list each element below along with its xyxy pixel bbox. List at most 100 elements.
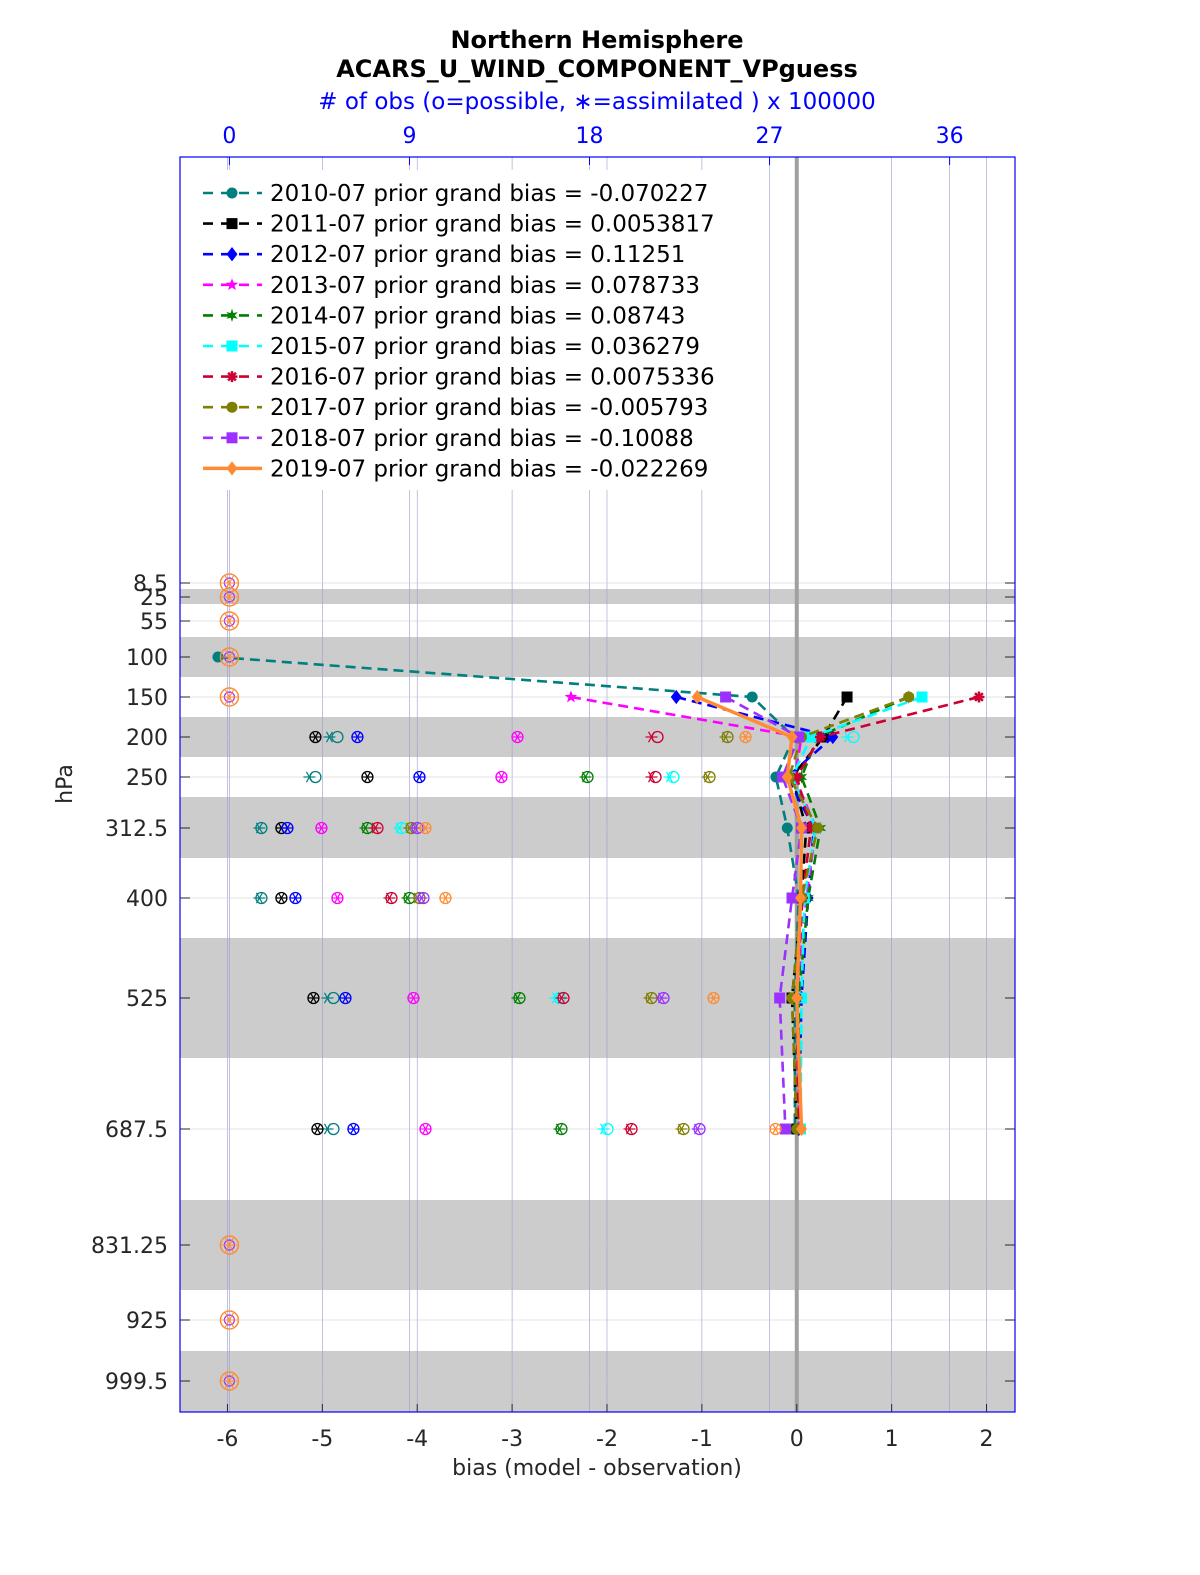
data-point (795, 890, 807, 906)
obs-assimilated-marker (655, 992, 668, 1004)
obs-assimilated-marker (663, 771, 676, 783)
legend-entry: 2016-07 prior grand bias = 0.0075336 (203, 365, 715, 391)
data-point (805, 731, 817, 743)
obs-assimilated-marker (719, 731, 732, 743)
obs-star-stroke (441, 892, 449, 904)
zero-obs-star (224, 1373, 234, 1389)
obs-star-stroke (665, 771, 674, 783)
obs-assimilated-marker (707, 992, 720, 1004)
chart-subtitle: ACARS_U_WIND_COMPONENT_VPguess (336, 55, 858, 83)
data-point (781, 769, 793, 785)
obs-count-markers (219, 573, 860, 1391)
x-tick-label: -1 (691, 1427, 713, 1452)
obs-star-stroke (371, 822, 379, 834)
data-point (903, 691, 915, 703)
legend-entry: 2011-07 prior grand bias = 0.0053817 (203, 212, 715, 238)
top-tick-label: 36 (936, 124, 964, 149)
obs-assimilated-marker (691, 1123, 704, 1135)
obs-assimilated-marker (555, 992, 568, 1004)
obs-star-stroke (599, 1123, 608, 1135)
obs-assimilated-marker (393, 822, 406, 834)
obs-star-stroke (255, 892, 263, 904)
data-point (691, 689, 703, 705)
data-point (670, 689, 682, 705)
zero-obs-star (224, 589, 234, 605)
data-point (720, 691, 732, 703)
obs-star-stroke (625, 1123, 634, 1135)
y-tick-label: 925 (126, 1309, 168, 1334)
obs-star-stroke (405, 822, 413, 834)
legend-entry: 2013-07 prior grand bias = 0.078733 (203, 273, 700, 299)
legend-marker (226, 432, 238, 444)
obs-assimilated-marker (553, 1123, 566, 1135)
obs-star-stroke (341, 992, 349, 1004)
obs-star-stroke (513, 731, 522, 743)
obs-star-stroke (283, 822, 291, 834)
obs-star-stroke (323, 992, 331, 1004)
obs-assimilated-marker (311, 1123, 324, 1135)
y-tick-label: 150 (126, 686, 168, 711)
obs-assimilated-marker (339, 992, 352, 1004)
data-point (793, 731, 805, 743)
obs-assimilated-marker (401, 892, 414, 904)
obs-assimilated-marker (419, 1123, 432, 1135)
data-point (916, 691, 928, 703)
obs-star-stroke (645, 992, 654, 1004)
zero-obs-star (224, 649, 234, 665)
y-tick-label: 312.5 (105, 817, 168, 842)
obs-assimilated-marker (643, 992, 656, 1004)
x-tick-label: 1 (885, 1427, 899, 1452)
obs-assimilated-marker (383, 892, 396, 904)
obs-assimilated-marker (623, 1123, 636, 1135)
obs-star-stroke (349, 1123, 357, 1135)
legend-marker (226, 461, 238, 476)
obs-star-stroke (277, 892, 285, 904)
obs-star-stroke (417, 892, 425, 904)
obs-assimilated-marker (303, 771, 316, 783)
series-line (790, 695, 923, 1130)
y-tick-label: 831.25 (91, 1234, 168, 1259)
top-axis-label: # of obs (o=possible, ∗=assimilated ) x … (318, 89, 876, 115)
obs-star-stroke (513, 992, 522, 1004)
grid-lines (180, 157, 1015, 1412)
legend-entry: 2015-07 prior grand bias = 0.036279 (203, 334, 700, 360)
legend-entry: 2019-07 prior grand bias = -0.022269 (203, 456, 708, 482)
marker-stroke (974, 692, 984, 702)
obs-star-stroke (409, 992, 417, 1004)
zero-obs-marker (219, 1310, 240, 1330)
zero-obs-outer (219, 647, 240, 667)
obs-star-stroke (353, 731, 361, 743)
y-tick-label: 250 (126, 766, 168, 791)
obs-star-stroke (678, 1123, 686, 1135)
zero-obs-star (224, 1237, 234, 1253)
obs-assimilated-marker (439, 892, 452, 904)
data-point (814, 731, 826, 743)
marker-stroke (227, 371, 237, 382)
data-point (779, 1123, 791, 1135)
zero-obs-star (224, 689, 234, 705)
obs-assimilated-marker (511, 992, 524, 1004)
obs-star-stroke (291, 892, 299, 904)
legend-label: 2016-07 prior grand bias = 0.0075336 (270, 365, 715, 391)
obs-assimilated-marker (369, 822, 382, 834)
legend-marker (225, 278, 239, 291)
obs-assimilated-marker (579, 771, 592, 783)
top-tick-label: 9 (402, 124, 416, 149)
legend-marker (226, 187, 238, 199)
obs-star-stroke (333, 892, 341, 904)
obs-assimilated-marker (415, 892, 428, 904)
obs-star-stroke (772, 1123, 780, 1135)
legend-marker (226, 247, 238, 262)
legend-label: 2013-07 prior grand bias = 0.078733 (270, 273, 700, 299)
series-line (696, 695, 804, 1130)
obs-star-stroke (722, 731, 730, 743)
obs-star-stroke (363, 771, 371, 783)
data-point (973, 691, 985, 703)
series-7 (791, 691, 985, 1135)
data-point (781, 822, 793, 834)
y-tick-label: 687.5 (105, 1118, 168, 1143)
obs-star-stroke (313, 1123, 321, 1135)
obs-star-stroke (309, 992, 317, 1004)
